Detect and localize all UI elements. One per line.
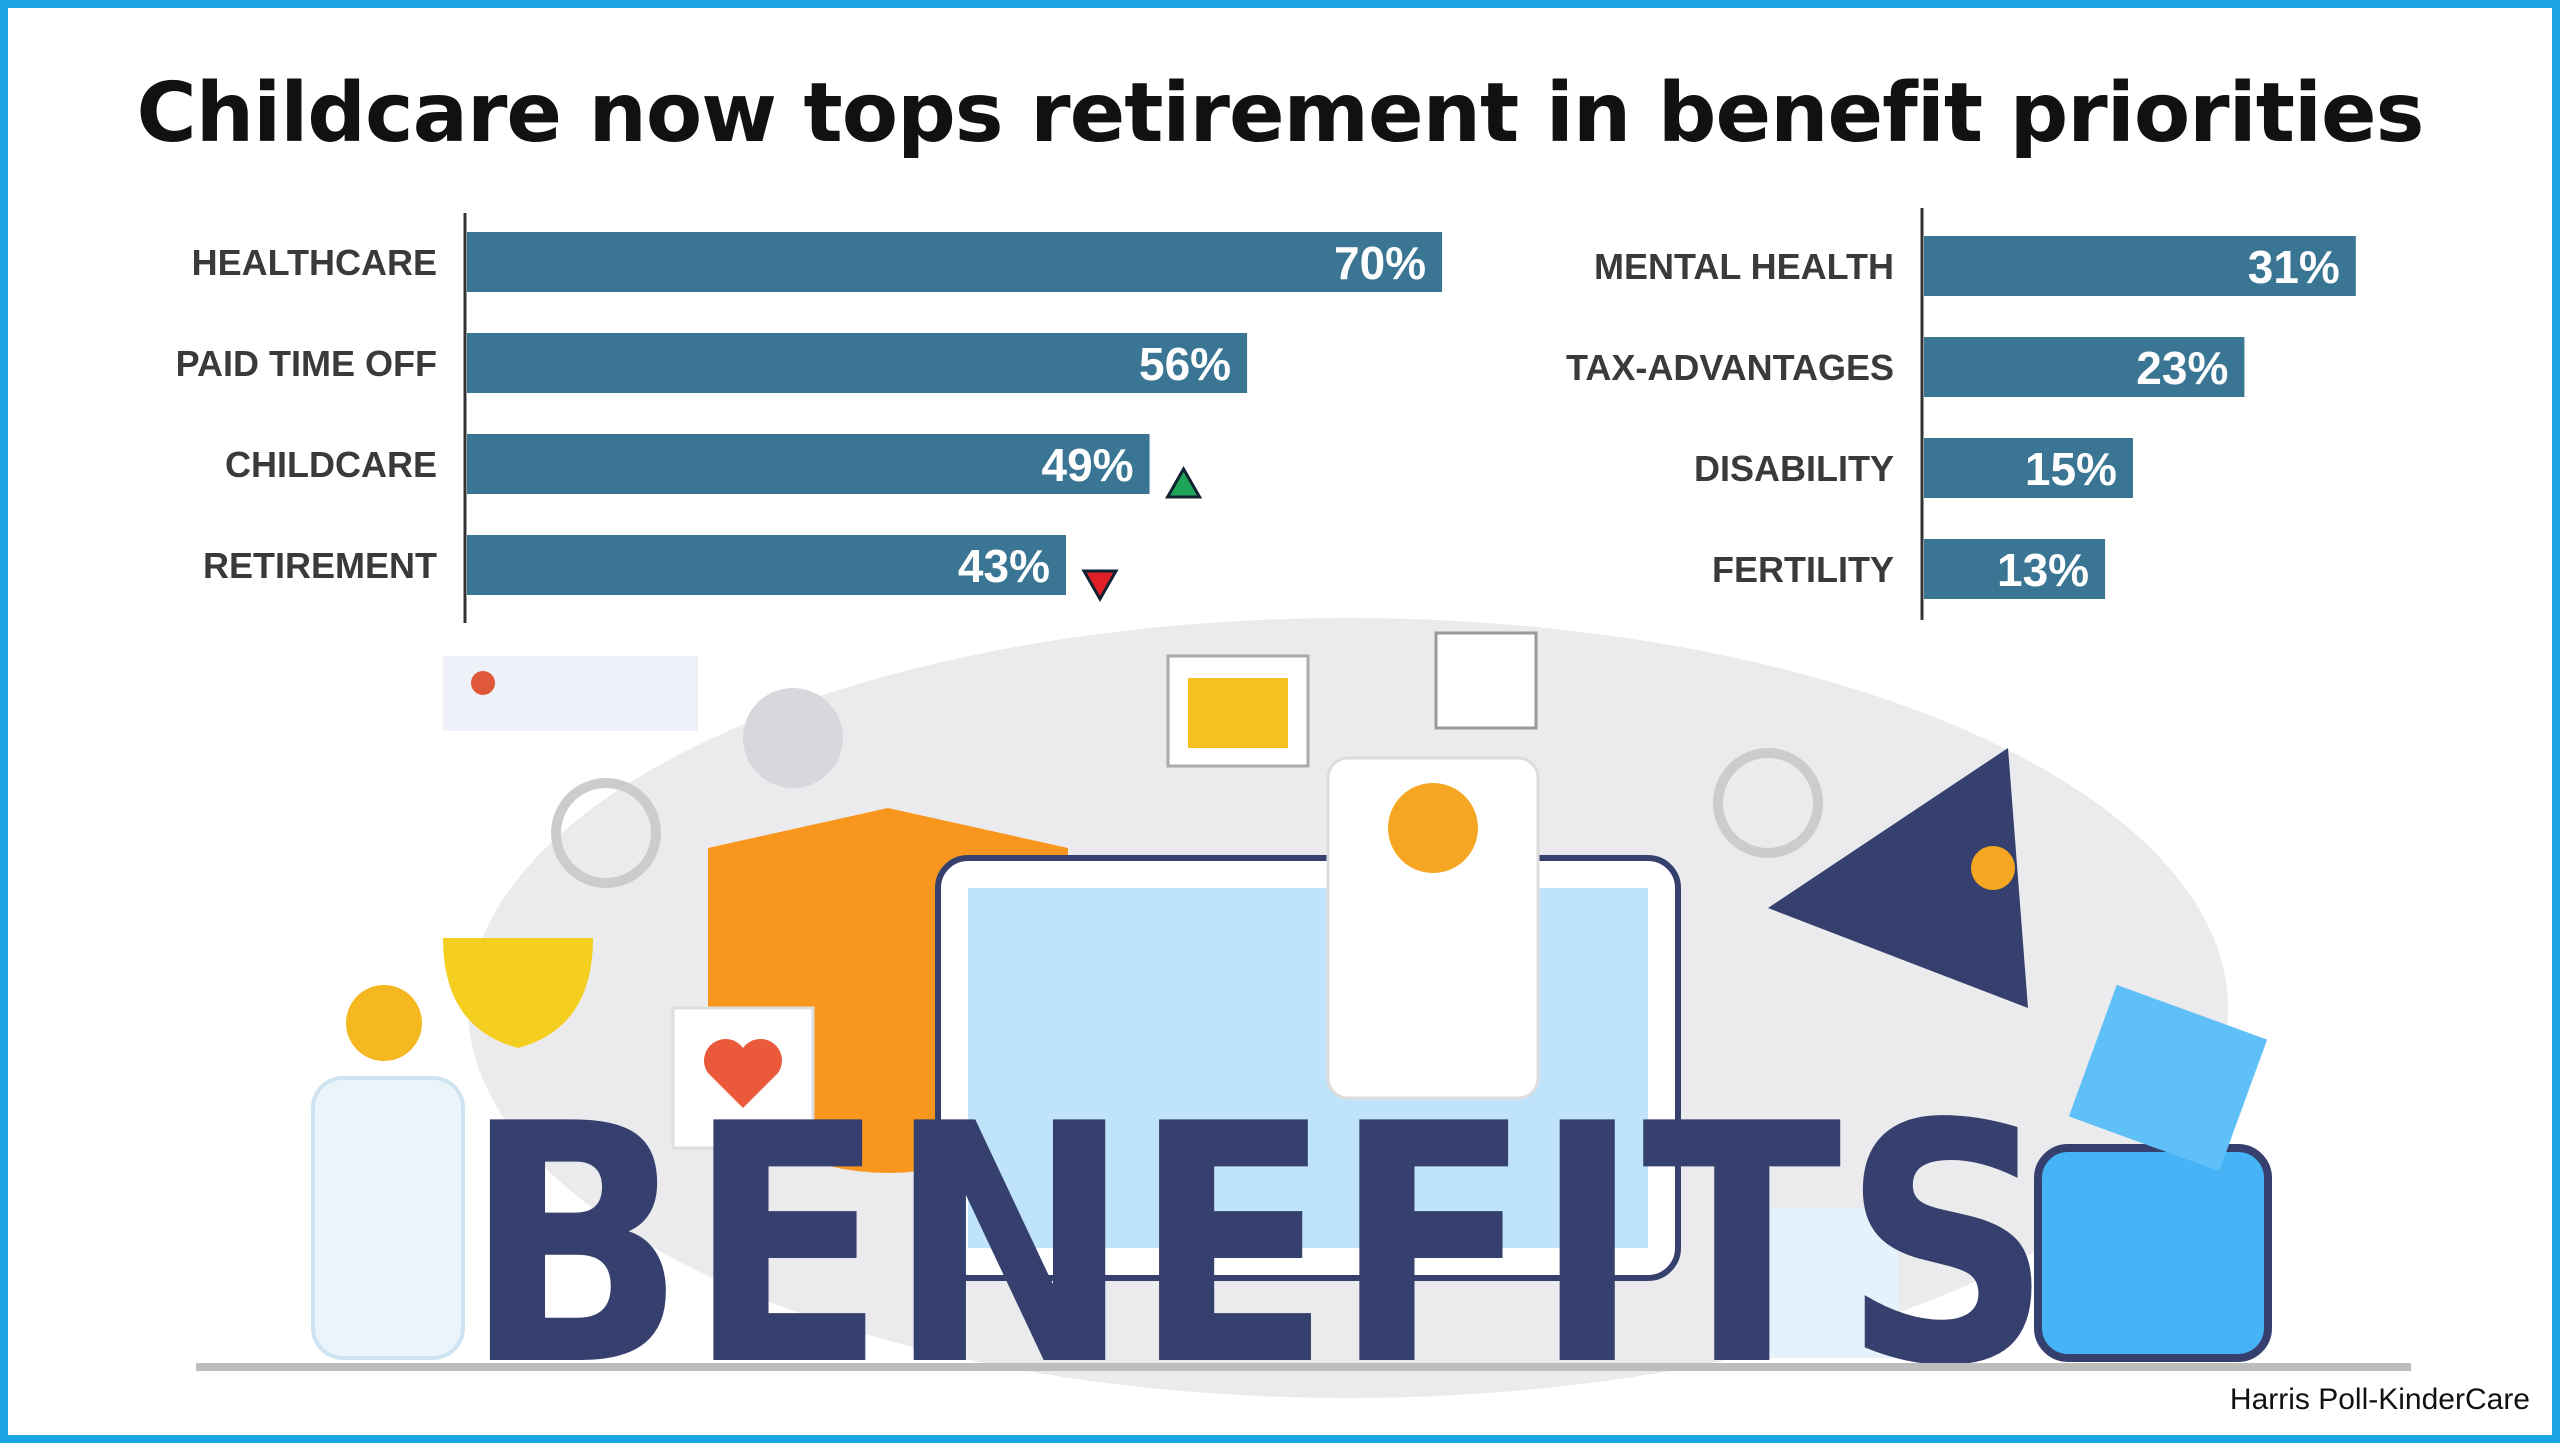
data-label: 56%	[1139, 338, 1231, 390]
data-label: 23%	[2136, 342, 2228, 394]
coin-icon	[346, 985, 422, 1061]
benefits-illustration: BENEFITS	[196, 618, 2411, 1435]
heart-icon	[704, 1038, 783, 1108]
trend-up-icon	[1164, 465, 1203, 499]
award-badge-icon	[1388, 783, 1478, 873]
bar-charts: HEALTHCARE 70% PAID TIME OFF 56% CHILDCARE 49…	[176, 208, 2356, 623]
cash-icon	[2068, 984, 2268, 1172]
category-label: TAX-ADVANTAGES	[1566, 347, 1894, 388]
category-label: CHILDCARE	[225, 444, 437, 485]
category-label: HEALTHCARE	[192, 242, 437, 283]
megaphone-detail	[1971, 846, 2015, 890]
category-label: MENTAL HEALTH	[1594, 246, 1894, 287]
bar	[467, 333, 1248, 393]
data-label: 49%	[1041, 439, 1133, 491]
bar	[1924, 337, 2245, 397]
certificate-icon	[1326, 756, 1540, 1100]
category-label: PAID TIME OFF	[176, 343, 437, 384]
star-bubble-icon	[743, 688, 843, 788]
source-credit: Harris Poll-KinderCare	[2229, 1383, 2530, 1416]
category-label: RETIREMENT	[203, 545, 437, 586]
data-label: 70%	[1334, 237, 1426, 289]
data-label: 15%	[2025, 443, 2117, 495]
megaphone-icon	[1768, 748, 2028, 1008]
data-label: 43%	[958, 540, 1050, 592]
bar	[1924, 438, 2133, 498]
bar	[467, 434, 1150, 494]
gear-icon	[1713, 748, 1823, 858]
bar	[467, 232, 1443, 292]
category-label: FERTILITY	[1712, 549, 1894, 590]
bar	[467, 535, 1066, 595]
wallet-icon	[2034, 1144, 2272, 1362]
chart-title: Childcare now tops retirement in benefit…	[136, 66, 2425, 161]
envelope-icon	[1188, 678, 1288, 748]
gear-icon	[551, 778, 661, 888]
trend-down-icon	[1081, 569, 1119, 603]
ground-line	[196, 1363, 2411, 1371]
data-label: 13%	[1997, 544, 2089, 596]
data-label: 31%	[2248, 241, 2340, 293]
bar	[1924, 236, 2356, 296]
coin-jar-icon	[311, 1076, 465, 1360]
person-icon	[471, 671, 495, 695]
trophy-icon	[443, 938, 593, 1048]
benefits-word: BENEFITS	[463, 1054, 2053, 1435]
calendar-icon	[1434, 631, 1538, 730]
gift-icon	[1768, 1208, 1898, 1358]
category-label: DISABILITY	[1694, 448, 1894, 489]
bar	[1924, 539, 2106, 599]
